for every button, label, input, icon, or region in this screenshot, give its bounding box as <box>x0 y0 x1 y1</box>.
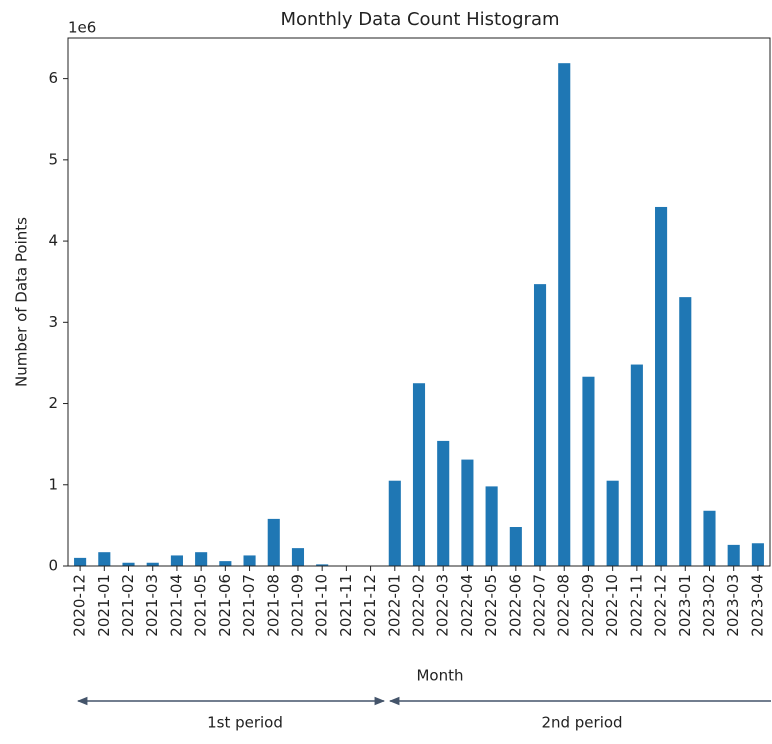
bar <box>74 557 87 566</box>
bar <box>558 63 571 566</box>
x-tick-label: 2022-08 <box>555 574 573 637</box>
x-tick-label: 2022-09 <box>579 574 597 637</box>
y-tick-label: 1 <box>48 475 58 493</box>
x-tick-label: 2021-05 <box>192 574 210 637</box>
bar <box>388 480 401 566</box>
bar <box>703 510 716 566</box>
x-tick-label: 2021-10 <box>313 574 331 637</box>
y-axis-label: Number of Data Points <box>13 217 31 387</box>
x-tick-label: 2022-11 <box>627 574 645 637</box>
x-tick-label: 2022-01 <box>385 574 403 637</box>
x-tick-label: 2021-03 <box>143 574 161 637</box>
x-tick-label: 2021-09 <box>288 574 306 637</box>
x-tick-label: 2022-02 <box>410 574 428 637</box>
bar <box>655 206 668 566</box>
x-tick-label: 2021-01 <box>95 574 113 637</box>
x-tick-label: 2022-07 <box>531 574 549 637</box>
bar <box>437 440 450 566</box>
plot-frame <box>67 37 771 567</box>
x-tick-label: 2022-10 <box>603 574 621 637</box>
bar <box>146 562 159 566</box>
bar <box>219 561 232 566</box>
x-tick-label: 2022-03 <box>434 574 452 637</box>
x-tick-label: 2022-04 <box>458 574 476 637</box>
period-label: 1st period <box>207 714 283 732</box>
bar <box>170 555 183 566</box>
x-axis-label: Month <box>416 667 463 685</box>
y-tick-label: 2 <box>48 394 58 412</box>
bar <box>630 364 643 566</box>
y-tick-label: 3 <box>48 313 58 331</box>
bar <box>606 480 619 566</box>
bar <box>98 552 111 566</box>
x-tick-label: 2021-02 <box>119 574 137 637</box>
x-tick-label: 2022-12 <box>652 574 670 637</box>
y-tick-label: 4 <box>48 232 58 250</box>
bar <box>485 486 498 566</box>
x-tick-label: 2021-11 <box>337 574 355 637</box>
bar <box>316 564 329 566</box>
bar <box>291 548 305 566</box>
x-tick-label: 2022-05 <box>482 574 500 637</box>
bar <box>727 544 740 566</box>
x-tick-label: 2020-12 <box>71 574 89 637</box>
x-tick-label: 2023-01 <box>676 574 694 637</box>
bar <box>122 562 135 566</box>
x-tick-label: 2021-07 <box>240 574 258 637</box>
y-tick-label: 0 <box>48 557 58 575</box>
y-offset-label: 1e6 <box>68 19 96 37</box>
x-tick-label: 2022-06 <box>506 574 524 637</box>
x-tick-label: 2021-08 <box>264 574 282 637</box>
bar <box>509 527 522 566</box>
bar <box>412 383 426 566</box>
bar <box>461 459 474 566</box>
y-tick-label: 5 <box>48 150 58 168</box>
x-tick-label: 2021-04 <box>167 574 185 637</box>
bar <box>751 543 764 566</box>
period-label: 2nd period <box>541 714 622 732</box>
bar <box>582 376 595 566</box>
bar <box>243 555 256 566</box>
x-tick-label: 2023-04 <box>748 574 766 637</box>
chart-title: Monthly Data Count Histogram <box>280 9 559 30</box>
x-tick-label: 2023-03 <box>724 574 742 637</box>
x-tick-label: 2021-12 <box>361 574 379 637</box>
x-tick-label: 2023-02 <box>700 574 718 637</box>
x-tick-label: 2021-06 <box>216 574 234 637</box>
bar <box>679 297 692 566</box>
y-tick-label: 6 <box>48 69 58 87</box>
bar <box>195 552 208 566</box>
bar <box>533 284 547 566</box>
bar <box>267 518 280 566</box>
